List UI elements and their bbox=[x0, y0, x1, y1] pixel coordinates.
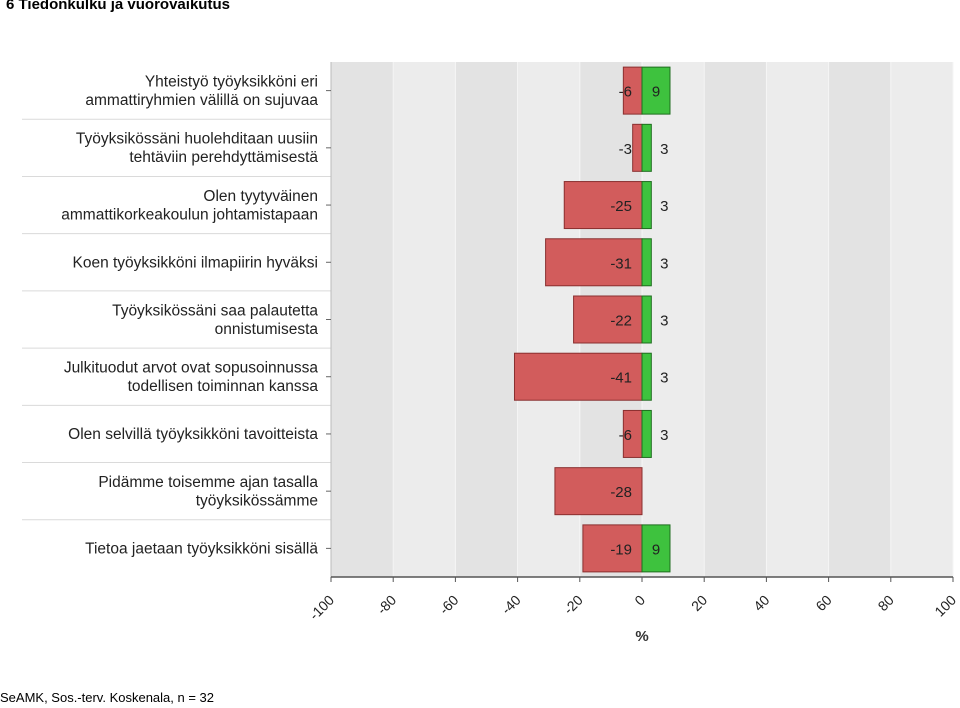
bar-positive bbox=[641, 181, 652, 230]
category-label: Olen selvillä työyksikköni tavoitteista bbox=[68, 426, 318, 443]
plot-band bbox=[455, 62, 518, 577]
x-axis-title: % bbox=[635, 628, 648, 645]
x-tick-label: 40 bbox=[750, 592, 772, 614]
category-label: Työyksikössäni saa palautetta bbox=[112, 302, 318, 319]
data-label-negative: -3 bbox=[619, 141, 632, 158]
data-label-negative: -41 bbox=[610, 370, 632, 387]
x-tick-label: -20 bbox=[560, 592, 586, 618]
x-tick-label: 100 bbox=[931, 592, 959, 620]
category-label: Työyksikössäni huolehditaan uusiin bbox=[76, 131, 318, 148]
x-tick-label: -60 bbox=[436, 592, 462, 618]
data-label-positive: 3 bbox=[660, 427, 668, 444]
data-label-negative: -28 bbox=[610, 484, 632, 501]
bar-positive bbox=[641, 352, 652, 401]
x-tick-label: -100 bbox=[306, 592, 337, 623]
data-label-positive: 3 bbox=[660, 370, 668, 387]
x-tick-label: -40 bbox=[498, 592, 524, 618]
bar-negative bbox=[582, 524, 643, 573]
x-tick-label: 80 bbox=[875, 592, 897, 614]
bar-positive bbox=[641, 123, 652, 172]
bar-positive bbox=[641, 295, 652, 344]
category-label: Pidämme toisemme ajan tasalla bbox=[98, 474, 318, 491]
data-label-positive: 3 bbox=[660, 255, 668, 272]
data-label-negative: -25 bbox=[610, 198, 632, 215]
category-label: tehtäviin perehdyttämisestä bbox=[129, 149, 318, 166]
plot-band bbox=[766, 62, 829, 577]
category-label: Julkituodut arvot ovat sopusoinnussa bbox=[64, 359, 319, 376]
data-label-negative: -19 bbox=[610, 541, 632, 558]
plot-band bbox=[331, 62, 394, 577]
x-tick-label: -80 bbox=[374, 592, 400, 618]
x-tick-label: 0 bbox=[631, 592, 648, 609]
data-label-positive: 9 bbox=[652, 84, 660, 101]
bar-negative bbox=[545, 238, 643, 287]
plot-band bbox=[890, 62, 953, 577]
bar-negative bbox=[563, 181, 643, 230]
category-label: Yhteistyö työyksikköni eri bbox=[145, 73, 318, 90]
x-tick-label: 60 bbox=[812, 592, 834, 614]
category-label: työyksikössämme bbox=[196, 492, 318, 509]
category-label: todellisen toiminnan kanssa bbox=[128, 378, 319, 395]
bar-negative bbox=[513, 352, 643, 401]
data-label-negative: -31 bbox=[610, 255, 632, 272]
plot-band bbox=[393, 62, 456, 577]
plot-band bbox=[704, 62, 767, 577]
data-label-positive: 3 bbox=[660, 141, 668, 158]
category-label: ammattikorkeakoulun johtamistapaan bbox=[61, 206, 318, 223]
bar-negative bbox=[632, 123, 643, 172]
category-label: Tietoa jaetaan työyksikköni sisällä bbox=[85, 540, 318, 557]
bar-negative bbox=[554, 467, 643, 516]
category-label: Koen työyksikköni ilmapiirin hyväksi bbox=[72, 254, 318, 271]
plot-band bbox=[642, 62, 705, 577]
category-label: onnistumisesta bbox=[215, 321, 319, 338]
x-tick-label: 20 bbox=[688, 592, 710, 614]
data-label-positive: 9 bbox=[652, 541, 660, 558]
category-label: Olen tyytyväinen bbox=[203, 188, 318, 205]
page-title: 6 Tiedonkulku ja vuorovaikutus bbox=[6, 0, 230, 13]
data-label-positive: 3 bbox=[660, 198, 668, 215]
category-label: ammattiryhmien välillä on sujuvaa bbox=[85, 92, 318, 109]
bar-positive bbox=[641, 524, 671, 573]
data-label-negative: -22 bbox=[610, 313, 632, 330]
bar-positive bbox=[641, 66, 671, 115]
bar-positive bbox=[641, 238, 652, 287]
bar-positive bbox=[641, 409, 652, 458]
data-label-positive: 3 bbox=[660, 313, 668, 330]
data-label-negative: -6 bbox=[619, 84, 632, 101]
plot-band bbox=[828, 62, 891, 577]
data-label-negative: -6 bbox=[619, 427, 632, 444]
footer-source: SeAMK, Sos.-terv. Koskenala, n = 32 bbox=[0, 690, 215, 705]
